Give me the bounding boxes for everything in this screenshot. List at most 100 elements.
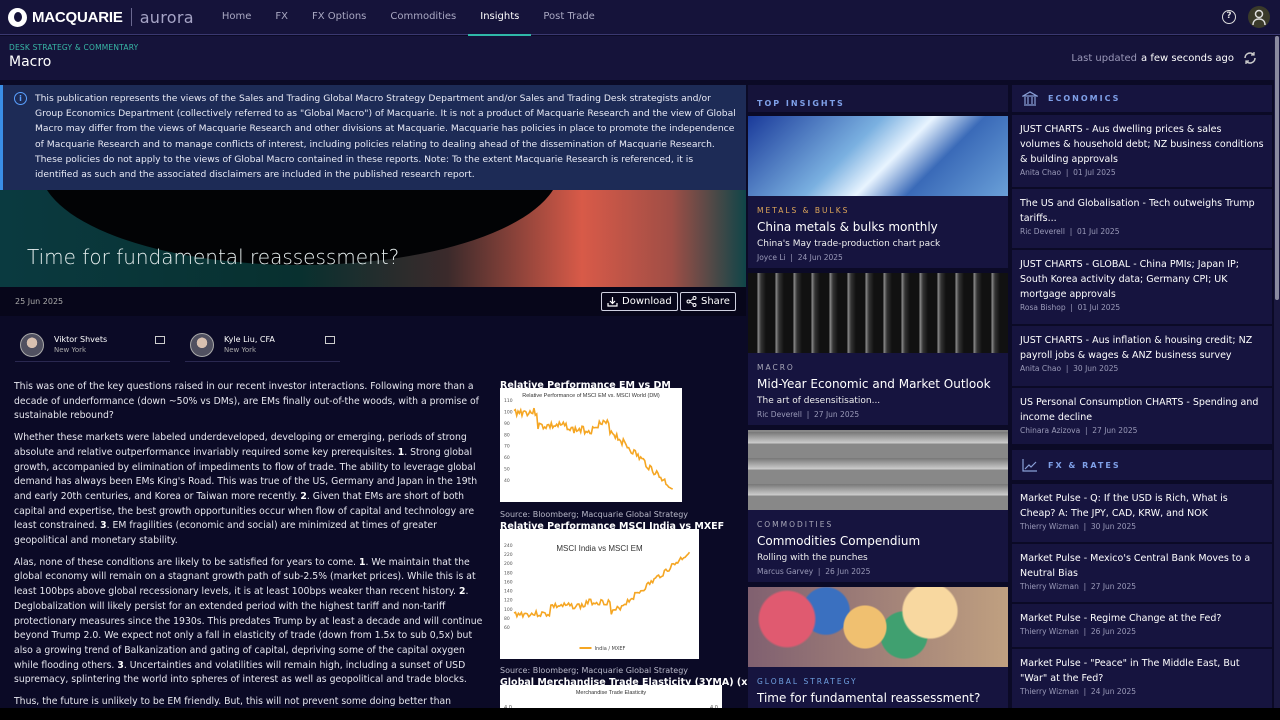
insight-title: Mid-Year Economic and Market Outlook bbox=[757, 377, 991, 391]
list-item-meta: Thierry Wizman | 26 Jun 2025 bbox=[1020, 627, 1137, 636]
list-item-meta: Anita Chao | 01 Jul 2025 bbox=[1020, 168, 1116, 177]
insight-card[interactable]: MACRO Mid-Year Economic and Market Outloo… bbox=[748, 273, 1008, 425]
figure-y-tick: 140 bbox=[504, 589, 513, 595]
figure-y-tick: 90 bbox=[504, 421, 510, 427]
article-body: This was one of the key questions raised… bbox=[14, 380, 484, 717]
insight-title: Time for fundamental reassessment? bbox=[757, 691, 981, 705]
article-list-item[interactable]: The US and Globalisation - Tech outweigh… bbox=[1012, 189, 1272, 248]
figure-title: Relative Performance EM vs DM bbox=[500, 380, 671, 391]
email-icon[interactable] bbox=[325, 336, 335, 344]
email-icon[interactable] bbox=[155, 336, 165, 344]
insight-card-image bbox=[748, 587, 1008, 667]
figure-y-tick: 80 bbox=[504, 616, 510, 622]
refresh-icon[interactable] bbox=[1242, 50, 1258, 66]
author-name: Viktor Shvets bbox=[54, 335, 108, 344]
article-toolbar: 25 Jun 2025 Download Share bbox=[0, 287, 746, 316]
nav-fx[interactable]: FX bbox=[275, 10, 288, 22]
insight-card-image bbox=[748, 116, 1008, 196]
article-title: Time for fundamental reassessment? bbox=[27, 245, 400, 269]
figure-image[interactable]: Relative Performance of MSCI EM vs. MSCI… bbox=[500, 388, 682, 502]
article-paragraph: Alas, none of these conditions are likel… bbox=[14, 556, 483, 686]
list-item-meta: Chinara Azizova | 27 Jun 2025 bbox=[1020, 426, 1138, 435]
nav-post-trade[interactable]: Post Trade bbox=[543, 10, 595, 22]
page-title: Macro bbox=[9, 54, 52, 70]
insight-card[interactable]: METALS & BULKS China metals & bulks month… bbox=[748, 116, 1008, 268]
figure-line bbox=[513, 407, 673, 490]
figure-y-tick: 70 bbox=[504, 444, 510, 450]
list-item-title: JUST CHARTS - Aus inflation & housing cr… bbox=[1020, 335, 1253, 361]
nav-fx-options[interactable]: FX Options bbox=[312, 10, 367, 22]
last-updated: Last updated a few seconds ago bbox=[1071, 50, 1258, 66]
author-card[interactable]: Viktor Shvets New York bbox=[15, 333, 170, 362]
figure-y-tick: 220 bbox=[504, 552, 513, 558]
figure-y-tick: 60 bbox=[504, 625, 510, 631]
insight-meta: Joyce Li | 24 Jun 2025 bbox=[757, 253, 843, 262]
insight-category: GLOBAL STRATEGY bbox=[757, 677, 858, 686]
list-item-meta: Ric Deverell | 01 Jul 2025 bbox=[1020, 227, 1120, 236]
article-list-item[interactable]: Market Pulse - Regime Change at the Fed?… bbox=[1012, 604, 1272, 647]
help-icon[interactable]: ? bbox=[1222, 10, 1236, 24]
article-list-item[interactable]: Market Pulse - "Peace" in The Middle Eas… bbox=[1012, 649, 1272, 708]
article-list-item[interactable]: US Personal Consumption CHARTS - Spendin… bbox=[1012, 388, 1272, 444]
figure-y-tick: 120 bbox=[504, 598, 513, 604]
figure-y-tick: 50 bbox=[504, 467, 510, 473]
figure-inner-title: Relative Performance of MSCI EM vs. MSCI… bbox=[522, 393, 660, 399]
insight-card[interactable]: COMMODITIES Commodities Compendium Rolling… bbox=[748, 430, 1008, 582]
article-list-item[interactable]: Market Pulse - Mexico's Central Bank Mov… bbox=[1012, 544, 1272, 602]
page-scrollbar[interactable] bbox=[1274, 36, 1280, 720]
insight-title: China metals & bulks monthly bbox=[757, 220, 938, 234]
list-item-title: Market Pulse - Regime Change at the Fed? bbox=[1020, 613, 1222, 624]
figure-inner-title: Merchandise Trade Elasticity bbox=[576, 690, 647, 696]
list-item-title: JUST CHARTS - GLOBAL - China PMIs; Japan… bbox=[1020, 259, 1239, 300]
user-avatar[interactable] bbox=[1248, 6, 1270, 28]
insight-category: MACRO bbox=[757, 363, 795, 372]
page-kicker: DESK STRATEGY & COMMENTARY bbox=[9, 43, 139, 52]
figure-line bbox=[513, 551, 691, 619]
insight-card-image bbox=[748, 273, 1008, 353]
list-item-meta: Thierry Wizman | 24 Jun 2025 bbox=[1020, 687, 1137, 696]
figure-y-tick: 160 bbox=[504, 579, 513, 585]
list-item-meta: Rosa Bishop | 01 Jul 2025 bbox=[1020, 303, 1121, 312]
article-list-item[interactable]: JUST CHARTS - Aus dwelling prices & sale… bbox=[1012, 115, 1272, 187]
insight-meta: Ric Deverell | 27 Jun 2025 bbox=[757, 410, 860, 419]
list-item-title: The US and Globalisation - Tech outweigh… bbox=[1020, 198, 1255, 224]
article-list-item[interactable]: JUST CHARTS - GLOBAL - China PMIs; Japan… bbox=[1012, 250, 1272, 324]
figure-y-tick: 80 bbox=[504, 432, 510, 438]
list-item-title: Market Pulse - Mexico's Central Bank Mov… bbox=[1020, 553, 1251, 579]
list-item-meta: Anita Chao | 30 Jun 2025 bbox=[1020, 364, 1119, 373]
share-button[interactable]: Share bbox=[680, 292, 736, 311]
line-chart-icon bbox=[1022, 459, 1037, 472]
insight-category: METALS & BULKS bbox=[757, 206, 850, 215]
insight-card[interactable]: GLOBAL STRATEGY Time for fundamental reas… bbox=[748, 587, 1008, 708]
nav-insights[interactable]: Insights bbox=[468, 0, 532, 36]
figure-y-tick: 100 bbox=[504, 409, 513, 415]
insight-subtitle: China's May trade-production chart pack bbox=[757, 239, 941, 249]
figure-title: Relative Performance MSCI India vs MXEF bbox=[500, 521, 725, 532]
figure-source: Source: Bloomberg; Macquarie Global Stra… bbox=[500, 666, 689, 675]
author-photo bbox=[20, 333, 44, 357]
article-date: 25 Jun 2025 bbox=[15, 297, 64, 306]
info-icon: i bbox=[14, 92, 27, 105]
scrollbar-thumb[interactable] bbox=[1275, 36, 1279, 300]
author-name: Kyle Liu, CFA bbox=[224, 335, 275, 344]
download-icon bbox=[607, 297, 618, 307]
list-item-meta: Thierry Wizman | 27 Jun 2025 bbox=[1020, 582, 1137, 591]
macquarie-logo[interactable]: MACQUARIE aurora bbox=[8, 7, 194, 27]
figure-y-tick: 110 bbox=[504, 398, 513, 404]
nav-commodities[interactable]: Commodities bbox=[390, 10, 457, 22]
insight-category: COMMODITIES bbox=[757, 520, 834, 529]
download-button[interactable]: Download bbox=[601, 292, 678, 311]
top-nav: MACQUARIE aurora Home FX FX Options Commodit… bbox=[0, 0, 1280, 36]
list-item-title: JUST CHARTS - Aus dwelling prices & sale… bbox=[1020, 124, 1264, 165]
list-item-title: Market Pulse - "Peace" in The Middle Eas… bbox=[1020, 658, 1240, 684]
figure-y-tick: 60 bbox=[504, 455, 510, 461]
figure-image[interactable]: MSCI India vs MSCI EM 240 220 200 180 160 140 1… bbox=[500, 529, 699, 659]
article-list-item[interactable]: JUST CHARTS - Aus inflation & housing cr… bbox=[1012, 326, 1272, 386]
author-location: New York bbox=[54, 346, 87, 354]
nav-home[interactable]: Home bbox=[221, 10, 252, 22]
article-list-item[interactable]: Market Pulse - Q: If the USD is Rich, Wh… bbox=[1012, 484, 1272, 542]
insight-subtitle: Rolling with the punches bbox=[757, 553, 868, 563]
author-card[interactable]: Kyle Liu, CFA New York bbox=[185, 333, 340, 362]
bank-icon bbox=[1022, 90, 1038, 106]
logo-icon bbox=[8, 7, 27, 27]
